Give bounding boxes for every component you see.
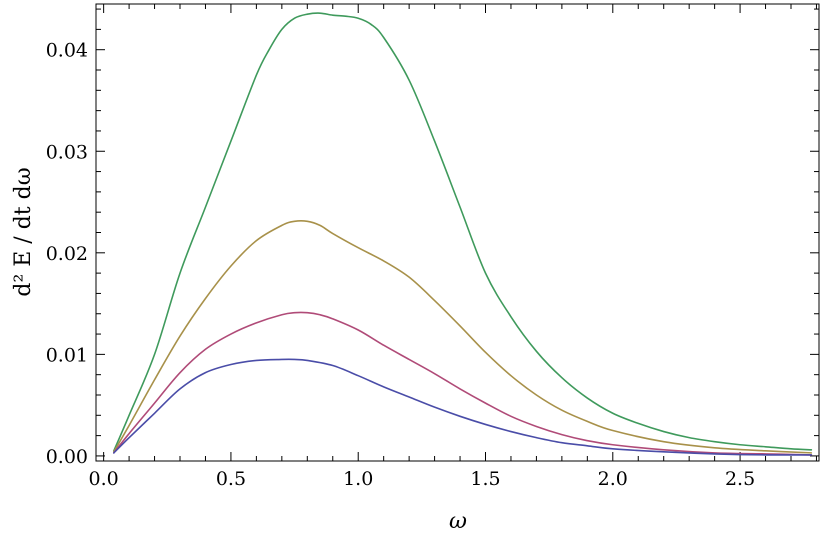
x-tick-label: 2.0: [598, 468, 628, 490]
axis-tick-labels: 0.0 0.5 1.0 1.5 2.0 2.5 0.00 0.01 0.02 0.03 0.04: [46, 40, 756, 490]
x-tick-label: 2.5: [725, 468, 755, 490]
x-axis-title: ω: [449, 509, 467, 533]
x-tick-label: 0.0: [89, 468, 119, 490]
series-line-4: [113, 358, 813, 456]
series-line-1: [113, 12, 813, 452]
series-line-2: [113, 220, 813, 454]
y-tick-label: 0.03: [46, 141, 88, 163]
plot-frame: [95, 3, 820, 462]
y-axis-title: d² E / dt dω: [11, 167, 36, 296]
x-tick-label: 0.5: [216, 468, 246, 490]
y-tick-label: 0.02: [46, 243, 88, 265]
x-tick-label: 1.5: [470, 468, 500, 490]
y-tick-label: 0.00: [46, 446, 88, 468]
y-tick-label: 0.01: [46, 344, 88, 366]
y-tick-label: 0.04: [46, 40, 88, 62]
x-tick-label: 1.0: [343, 468, 373, 490]
series-lines: [113, 12, 813, 456]
axis-ticks: [96, 4, 819, 461]
series-line-3: [113, 311, 813, 456]
